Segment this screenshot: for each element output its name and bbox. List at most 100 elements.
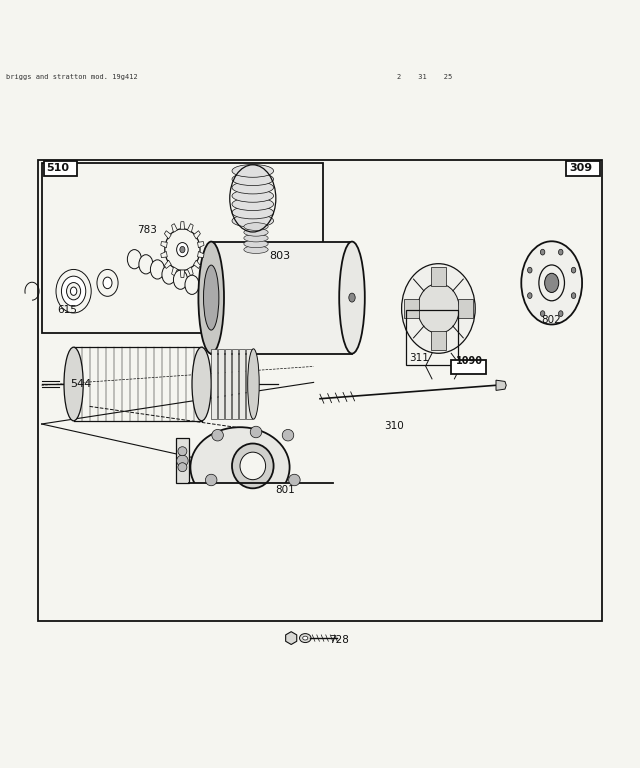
Text: 310: 310 bbox=[384, 421, 404, 431]
Ellipse shape bbox=[402, 263, 476, 353]
Text: 311: 311 bbox=[410, 353, 429, 363]
Ellipse shape bbox=[303, 636, 308, 640]
Ellipse shape bbox=[162, 265, 176, 284]
Ellipse shape bbox=[349, 293, 355, 302]
Ellipse shape bbox=[527, 267, 532, 273]
Polygon shape bbox=[193, 230, 200, 239]
Bar bbox=[218, 349, 224, 419]
Bar bbox=[431, 267, 446, 286]
Ellipse shape bbox=[198, 242, 224, 353]
Bar bbox=[239, 349, 245, 419]
Bar bbox=[38, 160, 602, 621]
Ellipse shape bbox=[67, 283, 81, 300]
Ellipse shape bbox=[300, 634, 311, 643]
Circle shape bbox=[178, 447, 187, 455]
Ellipse shape bbox=[418, 283, 460, 333]
Circle shape bbox=[250, 426, 262, 438]
Ellipse shape bbox=[244, 234, 268, 242]
Bar bbox=[406, 310, 458, 365]
Polygon shape bbox=[198, 251, 204, 257]
Ellipse shape bbox=[64, 347, 83, 421]
Ellipse shape bbox=[248, 349, 259, 419]
Ellipse shape bbox=[177, 243, 188, 257]
Ellipse shape bbox=[240, 452, 266, 480]
Text: 1090: 1090 bbox=[456, 356, 483, 366]
Ellipse shape bbox=[103, 277, 112, 289]
Polygon shape bbox=[161, 242, 167, 248]
Polygon shape bbox=[164, 260, 172, 269]
Ellipse shape bbox=[339, 242, 365, 353]
Ellipse shape bbox=[56, 270, 92, 313]
Polygon shape bbox=[188, 266, 193, 276]
Ellipse shape bbox=[191, 427, 290, 507]
Ellipse shape bbox=[232, 190, 274, 202]
Ellipse shape bbox=[559, 311, 563, 316]
Ellipse shape bbox=[232, 173, 274, 186]
Text: briggs and stratton mod. 19g412: briggs and stratton mod. 19g412 bbox=[6, 74, 138, 80]
Ellipse shape bbox=[180, 247, 185, 253]
Polygon shape bbox=[180, 270, 184, 277]
Polygon shape bbox=[172, 266, 177, 276]
Polygon shape bbox=[176, 439, 189, 483]
Ellipse shape bbox=[232, 198, 274, 210]
Text: 801: 801 bbox=[275, 485, 295, 495]
Bar bbox=[189, 483, 336, 518]
Ellipse shape bbox=[179, 245, 186, 254]
Ellipse shape bbox=[232, 206, 274, 219]
Circle shape bbox=[289, 475, 300, 486]
Ellipse shape bbox=[540, 311, 545, 316]
Circle shape bbox=[178, 462, 187, 472]
Bar bbox=[566, 161, 600, 176]
Polygon shape bbox=[161, 251, 167, 257]
Polygon shape bbox=[180, 222, 184, 229]
Ellipse shape bbox=[232, 214, 274, 227]
Bar bbox=[431, 331, 446, 350]
Text: 2    31    25: 2 31 25 bbox=[397, 74, 452, 80]
Ellipse shape bbox=[150, 260, 164, 279]
Text: 510: 510 bbox=[46, 164, 69, 174]
Ellipse shape bbox=[127, 250, 141, 269]
Bar bbox=[458, 299, 473, 318]
Ellipse shape bbox=[232, 444, 274, 488]
Text: 615: 615 bbox=[58, 306, 77, 316]
Ellipse shape bbox=[232, 164, 274, 177]
Bar bbox=[404, 299, 419, 318]
Polygon shape bbox=[496, 380, 506, 390]
Polygon shape bbox=[198, 242, 204, 248]
Ellipse shape bbox=[232, 181, 274, 194]
Ellipse shape bbox=[165, 229, 200, 270]
Bar bbox=[232, 349, 238, 419]
Ellipse shape bbox=[192, 347, 211, 421]
Bar bbox=[44, 161, 77, 176]
Ellipse shape bbox=[527, 293, 532, 299]
Text: 803: 803 bbox=[269, 251, 290, 261]
Text: 309: 309 bbox=[569, 164, 592, 174]
Text: 802: 802 bbox=[541, 315, 561, 325]
Ellipse shape bbox=[521, 241, 582, 325]
Ellipse shape bbox=[244, 246, 268, 253]
Bar bbox=[246, 349, 252, 419]
Polygon shape bbox=[164, 230, 172, 239]
Ellipse shape bbox=[244, 240, 268, 248]
Bar bbox=[211, 349, 217, 419]
Polygon shape bbox=[193, 260, 200, 269]
Ellipse shape bbox=[572, 293, 576, 299]
Polygon shape bbox=[285, 631, 297, 644]
Circle shape bbox=[212, 429, 223, 441]
Ellipse shape bbox=[540, 250, 545, 255]
Ellipse shape bbox=[185, 275, 199, 294]
Ellipse shape bbox=[61, 276, 86, 306]
Text: 728: 728 bbox=[330, 635, 349, 645]
Ellipse shape bbox=[559, 250, 563, 255]
Circle shape bbox=[177, 455, 188, 467]
Text: 783: 783 bbox=[138, 225, 157, 236]
Ellipse shape bbox=[139, 255, 153, 274]
Ellipse shape bbox=[173, 270, 188, 290]
Ellipse shape bbox=[545, 273, 559, 293]
Polygon shape bbox=[172, 223, 177, 233]
Bar bbox=[451, 359, 486, 374]
Ellipse shape bbox=[244, 229, 268, 237]
Ellipse shape bbox=[244, 223, 268, 230]
Polygon shape bbox=[188, 223, 193, 233]
Ellipse shape bbox=[204, 265, 219, 330]
